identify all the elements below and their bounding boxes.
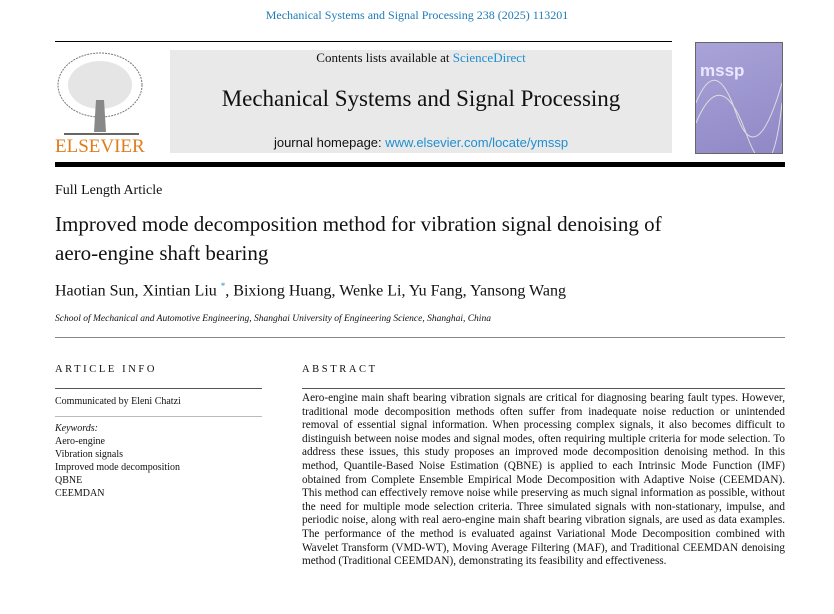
homepage-line: journal homepage: www.elsevier.com/locat… — [170, 135, 672, 150]
abstract-text: Aero-engine main shaft bearing vibration… — [302, 392, 785, 568]
keyword: Vibration signals — [55, 449, 124, 460]
author[interactable]: Bixiong Huang — [233, 282, 332, 300]
header-divider — [55, 41, 672, 42]
elsevier-tree-logo — [57, 52, 143, 135]
journal-banner — [170, 50, 672, 153]
abstract-heading: ABSTRACT — [302, 364, 378, 375]
cover-title: mssp — [700, 61, 745, 80]
journal-cover[interactable]: mssp — [695, 42, 783, 154]
info-rule — [55, 388, 262, 389]
header-rule — [55, 162, 785, 167]
author[interactable]: Xintian Liu — [142, 282, 217, 300]
contents-prefix: Contents lists available at — [316, 50, 453, 65]
homepage-prefix: journal homepage: — [273, 135, 386, 150]
abstract-rule — [302, 388, 785, 389]
keyword: CEEMDAN — [55, 488, 105, 499]
keyword: QBNE — [55, 475, 83, 486]
elsevier-wordmark[interactable]: ELSEVIER — [55, 136, 145, 157]
journal-citation[interactable]: Mechanical Systems and Signal Processing… — [265, 8, 569, 22]
keyword: Aero-engine — [55, 436, 105, 447]
keyword: Improved mode decomposition — [55, 462, 180, 473]
sciencedirect-link[interactable]: ScienceDirect — [452, 50, 526, 65]
keywords-label: Keywords: — [55, 423, 98, 434]
corresponding-author-mark[interactable]: * — [220, 281, 226, 291]
author-list: Haotian Sun, Xintian Liu *, Bixiong Huan… — [55, 281, 566, 300]
author[interactable]: Haotian Sun — [55, 282, 135, 300]
author[interactable]: Yu Fang — [408, 282, 463, 300]
contents-line: Contents lists available at ScienceDirec… — [170, 50, 672, 66]
section-divider — [55, 337, 785, 338]
article-info-heading: ARTICLE INFO — [55, 364, 158, 375]
homepage-link[interactable]: www.elsevier.com/locate/ymssp — [385, 135, 569, 150]
journal-title: Mechanical Systems and Signal Processing — [221, 86, 621, 111]
author[interactable]: Wenke Li — [339, 282, 402, 300]
cover-wave-icon — [696, 80, 782, 153]
info-subrule — [55, 416, 262, 417]
article-title: Improved mode decomposition method for v… — [55, 212, 662, 265]
author[interactable]: Yansong Wang — [470, 282, 566, 300]
affiliation: School of Mechanical and Automotive Engi… — [55, 314, 491, 324]
article-type: Full Length Article — [55, 183, 163, 198]
keywords: Keywords: Aero-engine Vibration signals … — [55, 422, 180, 500]
communicated-by: Communicated by Eleni Chatzi — [55, 396, 181, 407]
